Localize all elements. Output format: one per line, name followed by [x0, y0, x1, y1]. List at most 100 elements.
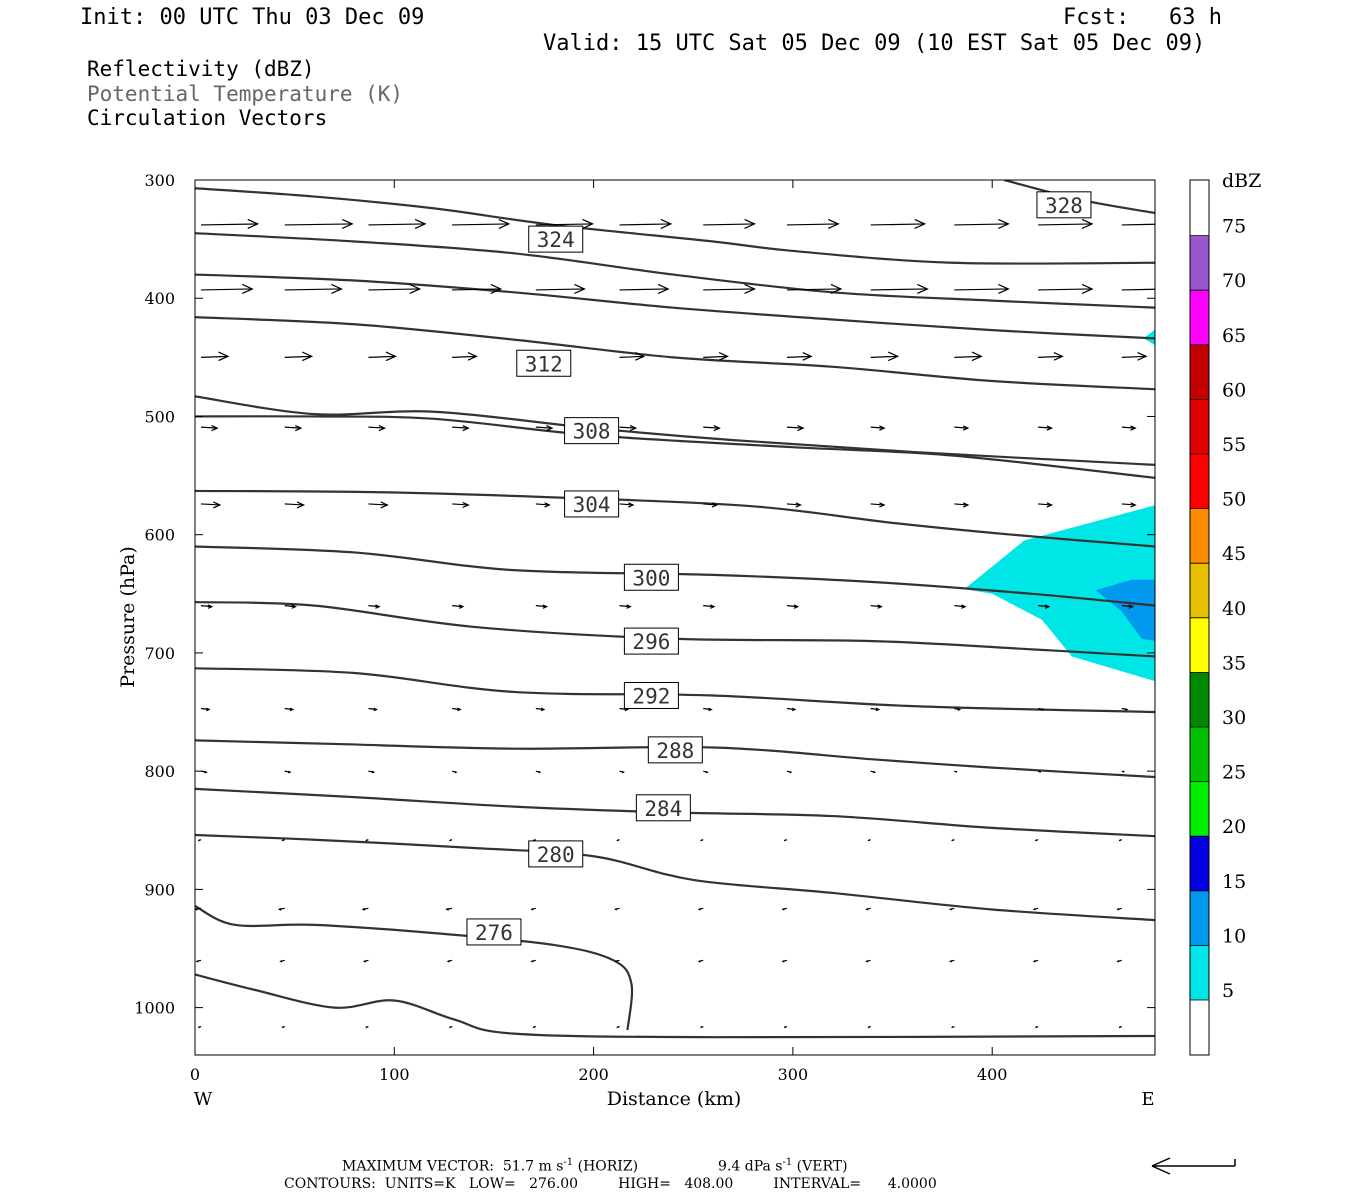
- circulation-vector: [786, 707, 797, 712]
- circulation-vector: [870, 218, 927, 229]
- colorbar-label-50: 50: [1222, 489, 1246, 511]
- circulation-vector: [281, 1025, 285, 1029]
- circulation-vector: [1038, 604, 1051, 609]
- circulation-vector: [703, 707, 713, 712]
- circulation-vector: [446, 959, 453, 963]
- circulation-vector: [954, 707, 962, 711]
- circulation-vector: [870, 770, 877, 774]
- circulation-vector: [452, 425, 470, 432]
- colorbar-swatch-70: [1190, 235, 1209, 291]
- colorbar-label-35: 35: [1222, 652, 1246, 674]
- y-tick-label: 600: [144, 526, 175, 545]
- circulation-vector: [535, 502, 551, 508]
- circulation-vector: [786, 283, 843, 295]
- circulation-vector: [452, 283, 503, 295]
- circulation-vector: [200, 604, 214, 609]
- circulation-vector: [703, 604, 716, 609]
- y-tick-label: 1000: [134, 999, 175, 1018]
- circulation-vector: [1038, 218, 1094, 229]
- colorbar-label-70: 70: [1222, 270, 1246, 292]
- colorbar: 5 10 15 20 25 30 35 40 45 50 55 60 65 70 75 dBZ: [1189, 170, 1261, 1056]
- circulation-vector: [368, 218, 427, 229]
- circulation-vector: [452, 707, 462, 712]
- circulation-vector: [200, 283, 254, 295]
- circulation-vector: [1121, 425, 1137, 431]
- x-tick-label: 200: [578, 1065, 609, 1084]
- circulation-vector: [284, 425, 303, 432]
- circulation-vector: [954, 351, 983, 362]
- circulation-vector: [1038, 502, 1054, 508]
- circulation-vector: [368, 283, 422, 295]
- circulation-vector: [786, 502, 802, 508]
- circulation-vector: [700, 839, 704, 842]
- circulation-vector: [703, 425, 721, 432]
- circulation-vector: [786, 770, 793, 774]
- colorbar-swatch-45: [1190, 508, 1209, 564]
- circulation-vector: [619, 770, 626, 774]
- circulation-vector: [783, 1025, 788, 1029]
- max-vector-horiz-text: MAXIMUM VECTOR: 51.7 m s: [342, 1158, 564, 1175]
- x-tick-label: 400: [977, 1065, 1008, 1084]
- colorbar-swatch-65: [1190, 290, 1209, 345]
- circulation-vector: [1037, 707, 1045, 711]
- circulation-vector: [200, 351, 230, 362]
- circulation-vector: [365, 1025, 369, 1029]
- circulation-vector: [198, 1025, 202, 1029]
- reference-vector-arrow: [1151, 1157, 1236, 1175]
- circulation-vector: [362, 959, 369, 963]
- colorbar-swatch-15: [1190, 836, 1209, 891]
- circulation-vector: [532, 1025, 537, 1029]
- colorbar-label-15: 15: [1222, 871, 1246, 893]
- circulation-vector: [452, 604, 465, 609]
- circulation-vector: [619, 604, 632, 609]
- max-vector-horiz-unit: (HORIZ): [573, 1158, 639, 1175]
- circulation-vector: [870, 604, 883, 609]
- contour-label-288: 288: [647, 736, 703, 764]
- plot-frame: [194, 179, 1156, 1056]
- contour-label-300: 300: [623, 563, 679, 591]
- y-tick-label: 700: [144, 644, 175, 663]
- y-tick-label: 500: [144, 407, 175, 426]
- circulation-vector: [361, 907, 369, 911]
- colorbar-label-55: 55: [1222, 434, 1246, 456]
- circulation-vector: [870, 425, 886, 431]
- circulation-vector: [1118, 839, 1122, 842]
- svg-text:312: 312: [525, 352, 563, 376]
- y-tick-label: 800: [144, 762, 175, 781]
- circulation-vector: [1121, 502, 1137, 508]
- circulation-vector: [619, 425, 638, 432]
- circulation-vector: [284, 707, 295, 712]
- svg-text:284: 284: [644, 797, 682, 821]
- forecast-hour: Fcst: 63 h: [1063, 5, 1222, 30]
- colorbar-swatch-25: [1190, 727, 1209, 782]
- circulation-vector: [703, 218, 756, 229]
- colorbar-label-40: 40: [1222, 598, 1246, 620]
- circulation-vector: [1032, 959, 1039, 963]
- theta-contour-unlabeled-5: [195, 395, 1155, 467]
- circulation-vector: [368, 707, 378, 712]
- colorbar-swatch-30: [1190, 672, 1209, 727]
- x-tick-label: 300: [778, 1065, 809, 1084]
- circulation-vector: [535, 425, 554, 432]
- circulation-vector: [1037, 770, 1042, 773]
- circulation-vector: [783, 839, 788, 842]
- circulation-vector: [951, 1025, 955, 1029]
- reflectivity-region-0: [964, 505, 1155, 682]
- circulation-vector: [284, 501, 306, 509]
- svg-text:328: 328: [1045, 194, 1083, 218]
- circulation-vector: [452, 351, 478, 361]
- contours-note: CONTOURS: UNITS=K LOW= 276.00 HIGH= 408.…: [284, 1176, 937, 1192]
- vector-layer: [195, 218, 1155, 1029]
- legend-circulation-vectors: Circulation Vectors: [87, 106, 328, 130]
- colorbar-swatch-5: [1190, 945, 1209, 1000]
- circulation-vector: [1121, 351, 1148, 361]
- circulation-vector: [1116, 907, 1122, 911]
- circulation-vector: [530, 907, 536, 911]
- theta-contour-unlabeled-3: [195, 273, 1155, 340]
- circulation-vector: [449, 839, 453, 842]
- x-axis-label: Distance (km): [607, 1088, 742, 1110]
- circulation-vector: [870, 283, 929, 295]
- circulation-vector: [786, 351, 813, 361]
- theta-contour-unlabeled-2: [195, 232, 1155, 309]
- colorbar-swatch-75: [1190, 181, 1209, 236]
